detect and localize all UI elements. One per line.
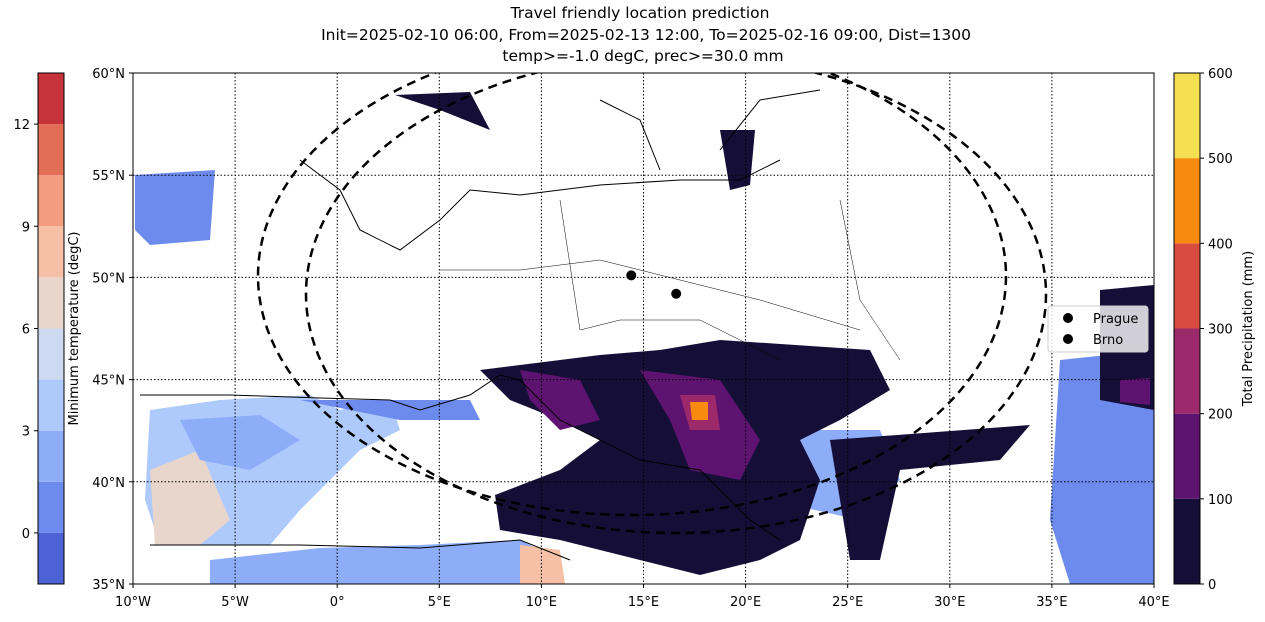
colorbar-label: Total Precipitation (mm)	[1241, 251, 1256, 407]
colorbar-tick-label: 0	[22, 527, 30, 542]
x-tick-label: 20°E	[730, 595, 761, 610]
colorbar-band	[38, 73, 64, 125]
y-tick-label: 60°N	[92, 67, 125, 82]
colorbar-band	[38, 481, 64, 533]
legend-marker	[1063, 313, 1073, 323]
colorbar-band	[1174, 73, 1200, 159]
x-tick-label: 5°W	[221, 595, 249, 610]
x-tick-label: 25°E	[832, 595, 863, 610]
title: Travel friendly location prediction	[510, 4, 770, 22]
cities	[626, 270, 682, 299]
colorbar-band	[38, 175, 64, 227]
colorbar-tick-label: 100	[1208, 493, 1233, 508]
colorbar-label: Minimum temperature (degC)	[67, 232, 82, 426]
colorbar-tick-label: 200	[1208, 408, 1233, 423]
colorbar-band	[38, 430, 64, 482]
x-tick-label: 10°E	[526, 595, 557, 610]
colorbar-band	[1174, 498, 1200, 584]
colorbars: 0 3 6 9 12 Minimum temperature (degC) 0 100 200 3…	[13, 67, 1256, 593]
colorbar-band	[38, 277, 64, 329]
y-tick-label: 50°N	[92, 271, 125, 286]
x-tick-label: 5°E	[428, 595, 451, 610]
subtitle: temp>=-1.0 degC, prec>=30.0 mm	[502, 47, 783, 65]
colorbar-tick-label: 9	[22, 220, 30, 235]
colorbar-band	[38, 226, 64, 278]
colorbar-band	[1174, 243, 1200, 329]
colorbar-tick-label: 400	[1208, 237, 1233, 252]
colorbar-tick-label: 12	[13, 118, 30, 133]
legend-marker	[1063, 334, 1073, 344]
y-tick-label: 55°N	[92, 169, 125, 184]
legend-box	[1047, 305, 1149, 353]
x-tick-label: 15°E	[628, 595, 659, 610]
subtitle: Init=2025-02-10 06:00, From=2025-02-13 1…	[321, 26, 971, 44]
colorbar-band	[38, 328, 64, 380]
y-tick-label: 45°N	[92, 374, 125, 389]
x-tick-label: 0°	[330, 595, 345, 610]
legend-label: Brno	[1093, 333, 1123, 348]
map-fields	[135, 73, 1154, 584]
city-marker	[671, 288, 682, 299]
legend-label: Prague	[1093, 312, 1138, 327]
colorbar-band	[1174, 158, 1200, 244]
colorbar-band	[1174, 328, 1200, 414]
x-tick-label: 10°W	[115, 595, 151, 610]
y-tick-label: 35°N	[92, 578, 125, 593]
colorbar-band	[38, 379, 64, 431]
x-tick-label: 40°E	[1138, 595, 1169, 610]
y-tick-label: 40°N	[92, 476, 125, 491]
colorbar-tick-label: 0	[1208, 578, 1216, 593]
colorbar-tick-label: 300	[1208, 323, 1233, 338]
x-tick-label: 35°E	[1036, 595, 1067, 610]
colorbar-band	[38, 124, 64, 176]
colorbar-tick-label: 500	[1208, 152, 1233, 167]
colorbar-band	[38, 532, 64, 584]
city-marker	[626, 270, 637, 281]
x-tick-label: 30°E	[934, 595, 965, 610]
colorbar-band	[1174, 413, 1200, 499]
colorbar-tick-label: 600	[1208, 67, 1233, 82]
legend: Prague Brno	[1047, 305, 1149, 353]
colorbar-tick-label: 6	[22, 323, 30, 338]
map-frame	[132, 72, 1155, 585]
colorbar-tick-label: 3	[22, 425, 30, 440]
